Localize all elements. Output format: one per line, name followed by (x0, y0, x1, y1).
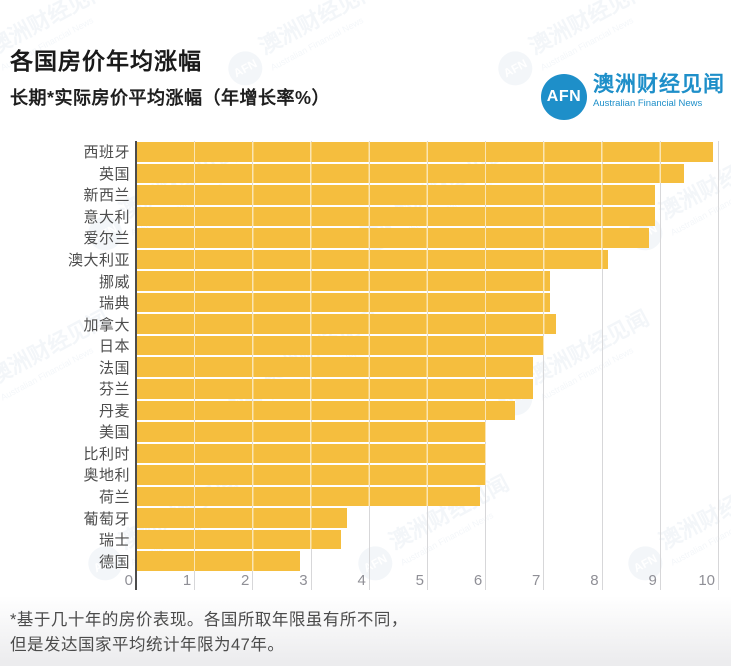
x-tick-label: 7 (532, 572, 541, 589)
footnote: *基于几十年的房价表现。各国所取年限虽有所不同， 但是发达国家平均统计年限为47… (10, 608, 408, 658)
x-tick-label: 2 (241, 572, 250, 589)
country-label: 瑞士 (98, 532, 130, 550)
chart-subtitle: 长期*实际房价平均涨幅（年增长率%） (10, 88, 331, 108)
x-tick-label: 3 (299, 572, 308, 589)
country-label: 新西兰 (83, 187, 130, 205)
gridline (718, 141, 719, 590)
x-tick-label: 1 (182, 572, 192, 589)
bar-row (137, 486, 719, 508)
country-label: 奥地利 (83, 467, 130, 485)
country-label: 葡萄牙 (83, 510, 130, 528)
value-bar (137, 163, 685, 184)
country-label: 澳大利亚 (67, 252, 130, 269)
value-bar (137, 206, 655, 227)
value-bar (137, 378, 533, 399)
country-label: 意大利 (83, 208, 130, 226)
value-bar (137, 141, 714, 162)
value-bar (137, 314, 557, 334)
value-bar (137, 551, 300, 571)
bar-row (137, 464, 719, 486)
value-bar (137, 422, 487, 442)
country-labels: 西班牙英国新西兰意大利爱尔兰澳大利亚挪威瑞典加拿大日本法国芬兰丹麦美国比利时奥地… (0, 141, 130, 572)
country-label: 英国 (98, 165, 130, 183)
country-label: 丹麦 (98, 402, 130, 420)
x-tick-label: 4 (357, 572, 366, 589)
country-label: 芬兰 (98, 381, 130, 399)
country-label: 西班牙 (83, 144, 130, 162)
bar-row (137, 313, 719, 335)
bar-row (137, 270, 719, 292)
value-bar (137, 249, 609, 270)
bar-row (137, 443, 719, 465)
value-bar (137, 271, 551, 291)
footnote-line1: *基于几十年的房价表现。各国所取年限虽有所不同， (10, 611, 408, 629)
bar-row (137, 335, 719, 357)
value-bar (137, 400, 516, 421)
bar-row (137, 550, 719, 572)
afn-logo-name-zh: 澳洲财经见闻 (593, 73, 725, 96)
value-bar (137, 185, 655, 205)
country-label: 挪威 (98, 273, 130, 291)
value-bar (137, 486, 481, 507)
country-label: 加拿大 (83, 316, 130, 334)
bar-row (137, 507, 719, 529)
value-bar (137, 443, 487, 464)
value-bar (137, 357, 533, 378)
country-label: 日本 (98, 338, 130, 356)
page-title: 各国房价年均涨幅 (10, 48, 202, 74)
country-label: 荷兰 (98, 489, 130, 507)
bars-area (137, 141, 719, 572)
bar-row (137, 356, 719, 378)
value-bar (137, 508, 347, 528)
bar-row (137, 227, 719, 249)
bar-row (137, 141, 719, 163)
country-label: 德国 (98, 553, 130, 571)
country-label: 瑞典 (98, 295, 130, 313)
x-tick-label: 5 (415, 572, 424, 589)
afn-logo-icon: AFN (541, 74, 587, 120)
value-bar (137, 529, 341, 550)
x-tick-label: 8 (590, 572, 599, 589)
value-bar (137, 465, 487, 485)
country-label: 比利时 (83, 445, 130, 463)
footer-background (0, 596, 731, 666)
bar-row (137, 249, 719, 271)
x-tick-label: 6 (473, 572, 483, 589)
x-tick-label: 0 (124, 572, 133, 589)
bar-row (137, 378, 719, 400)
country-label: 法国 (98, 359, 130, 377)
bar-row (137, 206, 719, 228)
gridline (601, 141, 603, 590)
bar-row (137, 163, 719, 185)
value-bar (137, 228, 650, 248)
bar-row (137, 421, 719, 443)
afn-logo-name-en: Australian Financial News (593, 98, 703, 109)
country-label: 爱尔兰 (83, 230, 130, 248)
bar-row (137, 292, 719, 314)
value-bar (137, 335, 545, 356)
footnote-line2: 但是发达国家平均统计年限为47年。 (10, 636, 285, 654)
gridline (659, 141, 661, 590)
bar-row (137, 184, 719, 206)
gridline (543, 141, 545, 590)
x-tick-label: 10 (698, 572, 715, 589)
bar-chart: 西班牙英国新西兰意大利爱尔兰澳大利亚挪威瑞典加拿大日本法国芬兰丹麦美国比利时奥地… (0, 141, 719, 590)
country-label: 美国 (98, 424, 130, 442)
bar-row (137, 400, 719, 422)
y-axis-line (135, 141, 137, 590)
x-tick-label: 9 (648, 572, 657, 589)
afn-logo-text: 澳洲财经见闻 Australian Financial News (593, 74, 725, 109)
value-bar (137, 292, 551, 313)
bar-row (137, 529, 719, 551)
afn-logo: AFN 澳洲财经见闻 Australian Financial News (541, 74, 725, 120)
